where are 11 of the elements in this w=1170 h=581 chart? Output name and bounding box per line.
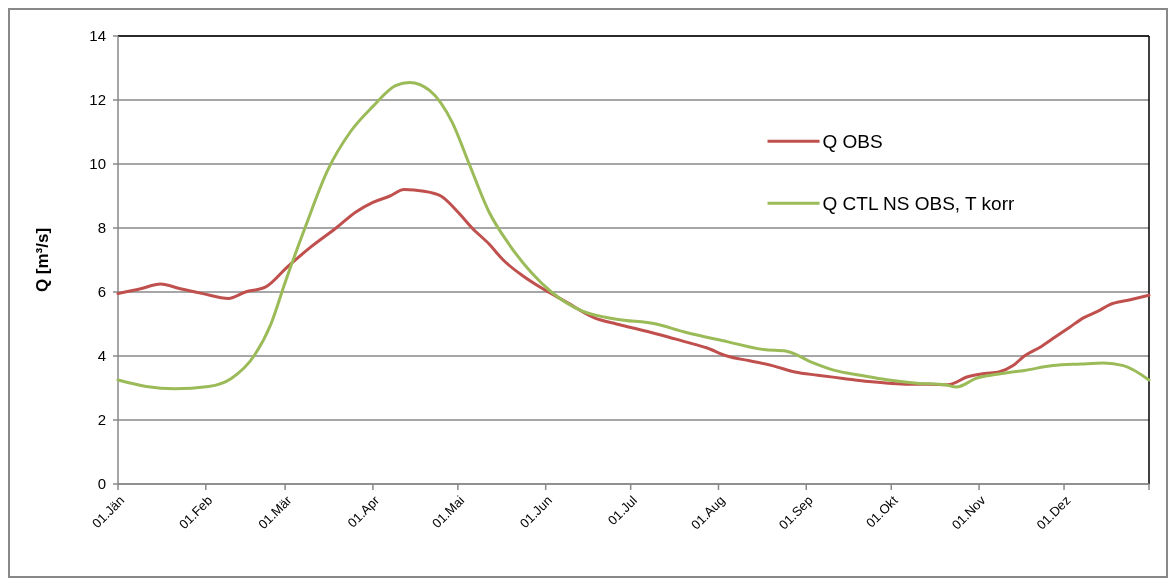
- y-tick-label: 8: [97, 219, 106, 237]
- y-tick-label: 6: [97, 283, 106, 301]
- legend-label: Q OBS: [822, 130, 883, 152]
- y-axis-title: Q [m³/s]: [33, 227, 52, 293]
- y-tick-label: 14: [89, 27, 106, 45]
- y-tick-label: 10: [89, 155, 106, 173]
- y-tick-label: 4: [97, 347, 106, 365]
- y-tick-label: 12: [89, 91, 106, 109]
- y-tick-label: 0: [97, 475, 106, 493]
- y-tick-label: 2: [97, 411, 106, 429]
- legend-label: Q CTL NS OBS, T korr: [822, 192, 1015, 214]
